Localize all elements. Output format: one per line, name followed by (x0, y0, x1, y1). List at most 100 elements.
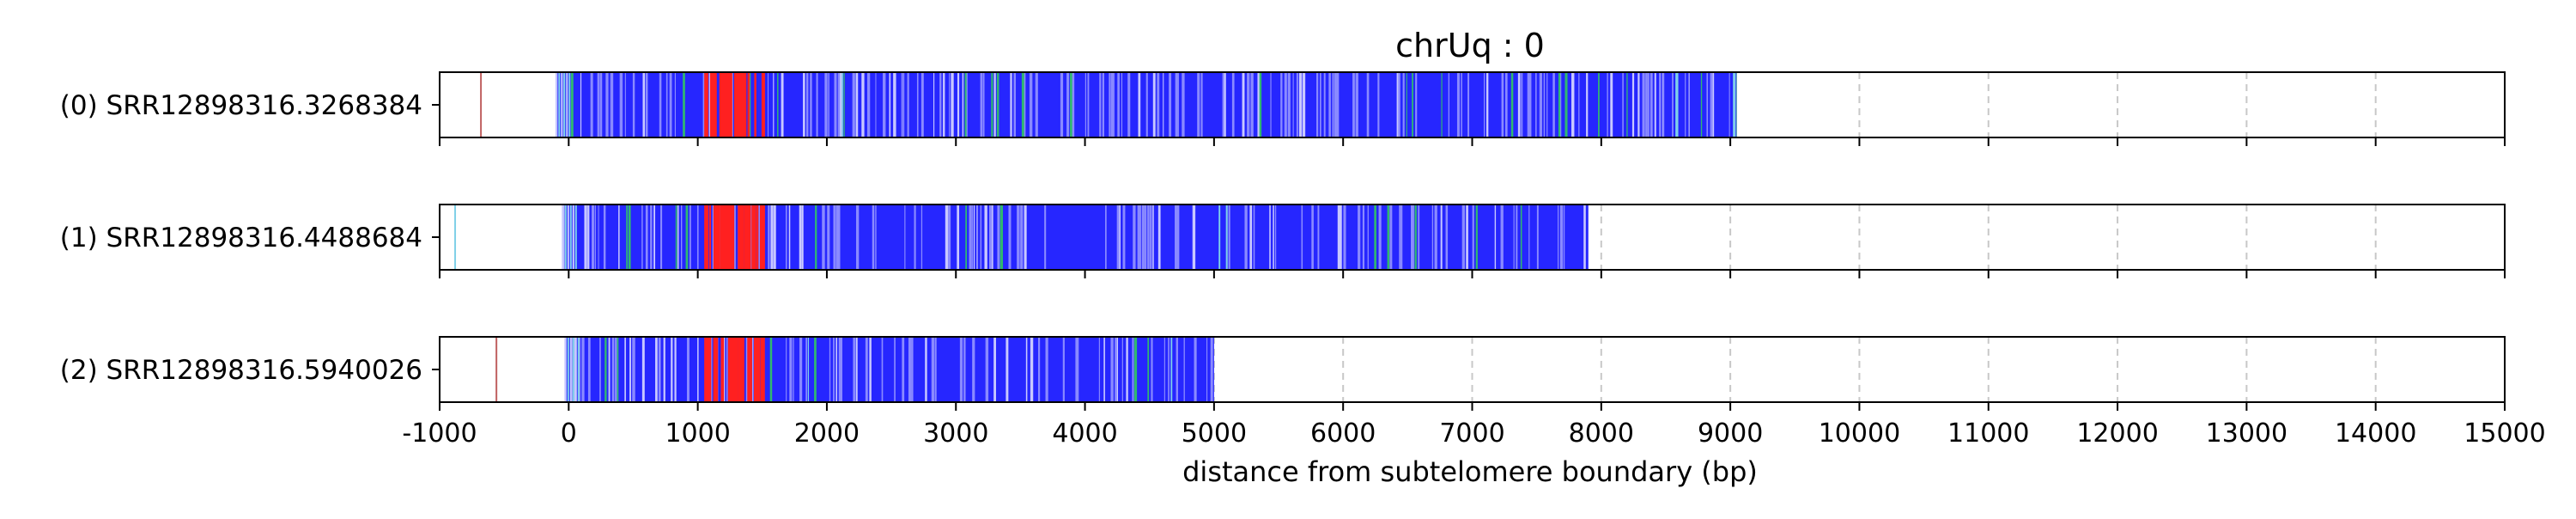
read-stripe (934, 337, 937, 402)
read-stripe (948, 205, 951, 270)
read-stripe (1298, 72, 1303, 137)
read-stripe (626, 205, 629, 270)
x-tick-label: 9000 (1698, 418, 1763, 449)
read-stripe (1610, 72, 1613, 137)
series-label-1: (1) SRR12898316.4488684 (60, 223, 422, 253)
read-stripe (1662, 72, 1665, 137)
read-stripes (556, 72, 1737, 137)
read-stripe (658, 337, 661, 402)
read-stripe (852, 72, 855, 137)
red-mark (759, 205, 765, 270)
read-stripe (750, 205, 752, 270)
read-stripe (1110, 72, 1114, 137)
read-stripe (1415, 72, 1418, 137)
read-stripe (1025, 337, 1028, 402)
read-stripe (997, 205, 1000, 270)
read-stripe (580, 72, 582, 137)
read-stripe (655, 337, 658, 402)
read-stripe (1332, 72, 1334, 137)
read-stripe (1728, 72, 1730, 137)
read-stripe (1200, 72, 1203, 137)
read-stripe (1253, 205, 1255, 270)
read-stripe (1005, 337, 1009, 402)
read-stripe (1121, 72, 1123, 137)
read-stripe (567, 337, 569, 402)
read-stripe (984, 205, 987, 270)
read-stripe (841, 72, 843, 137)
read-stripe (1137, 205, 1140, 270)
red-mark (709, 72, 716, 137)
read-stripe (1411, 205, 1414, 270)
x-tick-label: 6000 (1310, 418, 1376, 449)
read-stripe (564, 337, 567, 402)
read-stripe (911, 337, 914, 402)
read-stripe (1157, 205, 1161, 270)
red-mark (719, 72, 725, 137)
read-stripe (1505, 72, 1508, 137)
read-stripe (1334, 72, 1337, 137)
read-stripe (1225, 205, 1228, 270)
read-stripe (1210, 337, 1213, 402)
read-stripe (824, 72, 828, 137)
read-stripe (591, 205, 594, 270)
read-stripe (1712, 72, 1715, 137)
read-stripe (1378, 205, 1382, 270)
read-stripe (571, 337, 573, 402)
read-stripe (1147, 337, 1150, 402)
read-stripe (1466, 205, 1468, 270)
read-stripe (1733, 72, 1736, 137)
read-stripe (1170, 337, 1173, 402)
read-stripe (1273, 205, 1274, 270)
read-stripe (1631, 72, 1635, 137)
read-stripe (1340, 205, 1342, 270)
read-stripe (853, 337, 856, 402)
read-stripe (681, 205, 683, 270)
read-stripe (584, 205, 587, 270)
read-stripe (1387, 205, 1390, 270)
read-stripe (1109, 72, 1111, 137)
read-stripe (1177, 72, 1179, 137)
read-stripe (1250, 72, 1254, 137)
read-stripe (1197, 72, 1200, 137)
read-stripe (835, 205, 839, 270)
read-stripe (1150, 205, 1152, 270)
read-stripe (577, 337, 580, 402)
read-stripe (564, 205, 567, 270)
read-stripe (566, 72, 568, 137)
read-stripe (617, 337, 619, 402)
read-stripe (1037, 337, 1041, 402)
read-stripe (769, 337, 773, 402)
x-tick-label: 3000 (923, 418, 988, 449)
read-stripe (1218, 205, 1221, 270)
read-stripe (665, 72, 668, 137)
read-stripe (869, 337, 872, 402)
read-stripe (663, 337, 665, 402)
read-stripe (1152, 205, 1154, 270)
read-stripe (1467, 72, 1470, 137)
read-stripe (770, 205, 774, 270)
read-stripe (702, 72, 706, 137)
read-stripe (1270, 72, 1272, 137)
read-stripe (1021, 72, 1025, 137)
read-stripe (1145, 72, 1148, 137)
red-mark (747, 337, 752, 402)
read-stripe (980, 72, 983, 137)
read-stripe (587, 337, 591, 402)
read-stripe (1517, 72, 1521, 137)
read-stripe (865, 337, 868, 402)
read-stripe (1500, 205, 1504, 270)
read-stripe (1284, 72, 1287, 137)
red-mark (741, 72, 747, 137)
read-stripe (1168, 337, 1170, 402)
read-stripe (1249, 205, 1253, 270)
read-stripe (1485, 72, 1489, 137)
red-mark (713, 337, 719, 402)
read-stripe (1374, 205, 1376, 270)
red-mark (725, 205, 731, 270)
x-tick-label: -1000 (402, 418, 477, 449)
read-stripe (971, 205, 974, 270)
read-stripe (837, 205, 841, 270)
read-stripe (838, 337, 842, 402)
read-panel-0: (0) SRR12898316.3268384 (60, 71, 2506, 146)
